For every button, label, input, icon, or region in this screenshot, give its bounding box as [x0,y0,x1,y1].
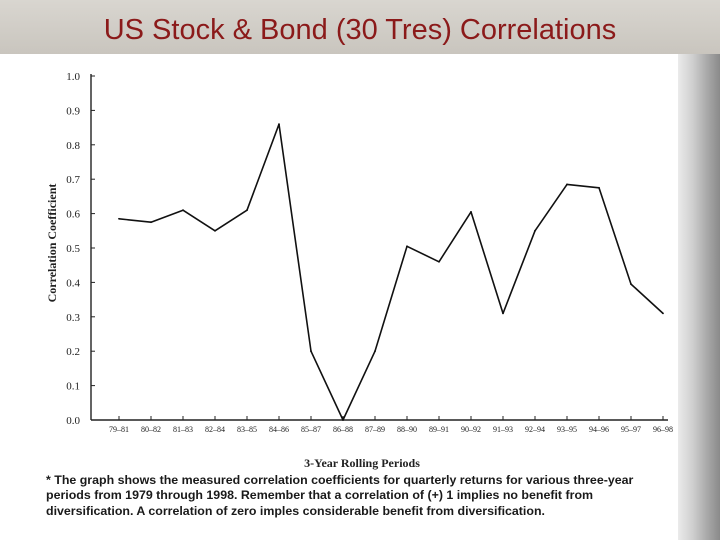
data-point [662,312,664,315]
data-point [246,209,248,212]
x-tick-label: 87–89 [365,425,385,434]
y-tick-label: 0.5 [66,243,80,255]
x-tick-label: 93–95 [557,425,577,434]
y-tick-label: 0.3 [66,312,80,324]
series-layer [118,123,664,421]
data-point [406,245,408,248]
x-tick-label: 84–86 [269,425,289,434]
page-edge-shadow [678,54,720,540]
y-tick-label: 0.4 [66,277,80,289]
data-point [342,419,344,421]
x-tick-label: 81–83 [173,425,193,434]
data-point [278,123,280,126]
slide-title: US Stock & Bond (30 Tres) Correlations [103,14,617,46]
x-tick-label: 95–97 [621,425,641,434]
y-tick-label: 0.7 [66,174,80,186]
data-point [214,229,216,232]
data-point [310,350,312,353]
data-point [534,229,536,232]
x-tick-label: 80–82 [141,425,161,434]
y-tick-label: 0.2 [66,346,80,358]
x-tick-label: 86–88 [333,425,353,434]
y-tick-label: 0.0 [66,415,80,427]
data-point [598,186,600,189]
x-tick-label: 92–94 [525,425,545,434]
x-tick-label: 90–92 [461,425,481,434]
data-point [566,183,568,186]
x-tick-label: 83–85 [237,425,257,434]
y-tick-label: 0.6 [66,209,80,221]
data-point [374,350,376,353]
data-point [182,209,184,212]
y-tick-label: 0.9 [66,105,80,117]
y-axis-ticks: 0.0 0.1 0.2 0.3 0.4 0.5 0.6 0.7 0.8 0.9 1.0 [66,71,95,427]
correlation-series-line [118,123,664,421]
y-tick-label: 0.1 [66,381,80,393]
x-tick-label: 88–90 [397,425,417,434]
y-tick-label: 1.0 [66,71,80,83]
x-axis-title: 3-Year Rolling Periods [304,456,420,470]
correlation-line-chart: 0.0 0.1 0.2 0.3 0.4 0.5 0.6 0.7 0.8 0.9 1.0 79–81 8… [45,71,673,470]
x-axis-ticks: 79–81 80–82 81–83 82–84 83–85 84–86 85–87 86–88… [109,416,673,434]
data-point [470,210,472,213]
title-bar [0,0,720,54]
data-point [438,260,440,263]
y-tick-label: 0.8 [66,140,80,152]
y-axis-title: Correlation Coefficient [45,184,59,303]
data-point [118,217,120,220]
x-tick-label: 96–98 [653,425,673,434]
data-point [150,221,152,224]
x-tick-label: 79–81 [109,425,129,434]
data-point [630,283,632,286]
x-tick-label: 89–91 [429,425,449,434]
chart-footnote: * The graph shows the measured correlati… [46,473,634,518]
x-tick-label: 82–84 [205,425,225,434]
x-tick-label: 91–93 [493,425,513,434]
x-tick-label: 85–87 [301,425,321,434]
x-tick-label: 94–96 [589,425,609,434]
data-point [502,312,504,315]
